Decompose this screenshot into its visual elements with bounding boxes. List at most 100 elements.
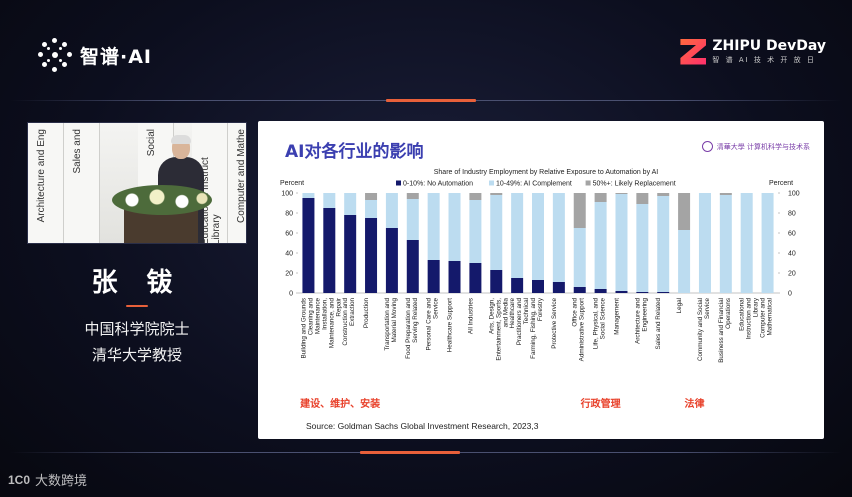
- x-tick-label: Extraction: [349, 298, 356, 326]
- bar-segment: [615, 291, 628, 293]
- bar-segment: [615, 193, 628, 194]
- slide-title: AI对各行业的影响: [285, 142, 424, 162]
- bar-segment: [448, 193, 461, 261]
- backdrop-text: Computer and Mathe: [236, 129, 247, 223]
- presentation-slide: Share of Industry Employment by Relative…: [258, 121, 824, 439]
- bar-segment: [636, 292, 649, 293]
- x-tick-label: Forestry: [537, 297, 544, 321]
- bar-segment: [490, 195, 503, 270]
- x-tick-label: Life, Physical, and: [593, 298, 600, 350]
- bar-segment: [678, 193, 691, 230]
- category-annotation: 建设、维护、安装: [299, 397, 380, 410]
- bar-segment: [427, 193, 440, 260]
- bar-segment: [719, 195, 732, 293]
- devday-title: ZHIPU DevDay: [712, 38, 826, 54]
- legend-swatch: [585, 180, 591, 186]
- bar-segment: [448, 261, 461, 293]
- x-tick-label: Technical: [523, 298, 530, 324]
- bar-segment: [532, 193, 544, 280]
- x-tick-label: Personal Care and: [426, 298, 433, 351]
- speaker-name: 张 钹: [91, 268, 183, 298]
- bar-segment: [511, 193, 524, 278]
- y-axis-label-right: Percent: [769, 180, 793, 187]
- x-tick-label: Office and: [572, 298, 579, 327]
- top-accent: [386, 99, 476, 102]
- legend-label: 10-49%: AI Complement: [496, 181, 572, 188]
- x-tick-label: Operations: [725, 298, 732, 329]
- bar-segment: [385, 193, 398, 228]
- stacked-bar-chart: Share of Industry Employment by Relative…: [280, 169, 800, 410]
- bar-segment: [552, 193, 565, 282]
- x-tick-label: Service: [704, 298, 711, 319]
- bar-segment: [469, 193, 482, 200]
- category-annotation: 行政管理: [580, 397, 621, 410]
- devday-logo: ZHIPU DevDay 智 谱 AI 技 术 开 放 日: [680, 38, 826, 65]
- y-tick-label-right: 40: [788, 251, 796, 258]
- y-tick-label-right: 60: [788, 231, 796, 238]
- x-tick-label: Educational: [739, 298, 746, 331]
- devday-subtitle: 智 谱 AI 技 术 开 放 日: [712, 56, 816, 64]
- x-tick-label: Healthcare Support: [447, 298, 454, 353]
- chart-title: Share of Industry Employment by Relative…: [434, 169, 659, 176]
- bar-segment: [636, 204, 649, 292]
- x-tick-label: Protective Service: [551, 298, 558, 349]
- bar-segment: [698, 193, 711, 293]
- x-tick-label: Management: [613, 298, 620, 335]
- bar-segment: [365, 193, 378, 200]
- bar-segment: [657, 193, 670, 196]
- x-tick-label: All Industries: [467, 298, 474, 334]
- bar-segment: [552, 282, 565, 293]
- y-tick-label-left: 60: [285, 231, 293, 238]
- bar-segment: [532, 280, 544, 293]
- x-tick-label: Serving Related: [412, 298, 419, 343]
- speaker-photo: Architecture and Eng Sales and Social Ed…: [27, 122, 247, 244]
- x-tick-label: Library: [753, 297, 760, 317]
- y-tick-label-right: 0: [788, 291, 792, 298]
- bar-segment: [344, 215, 357, 293]
- x-tick-label: Sales and Related: [655, 298, 662, 350]
- x-tick-label: Service: [433, 298, 440, 319]
- x-tick-label: Engineering: [641, 298, 648, 332]
- bar-segment: [740, 193, 753, 293]
- bar-segment: [594, 289, 607, 293]
- dots-logo-icon: [38, 38, 72, 72]
- x-tick-label: Community and Social: [697, 298, 704, 361]
- bar-segment: [469, 263, 482, 293]
- tsinghua-logo-text: 清華大學 计算机科学与技术系: [716, 142, 810, 151]
- bar-segment: [678, 230, 691, 293]
- bar-segment: [302, 193, 315, 198]
- x-tick-label: Food Preparation and: [405, 298, 412, 359]
- bar-segment: [573, 287, 586, 293]
- x-tick-label: Mathematical: [767, 298, 774, 335]
- x-tick-label: Practitioners and: [516, 298, 523, 346]
- source-note: Source: Goldman Sachs Global Investment …: [306, 421, 539, 431]
- backdrop-text: Architecture and Eng: [36, 129, 47, 223]
- tsinghua-logo: 清華大學 计算机科学与技术系: [701, 141, 810, 152]
- x-tick-label: Farming, Fishing, and: [530, 298, 537, 359]
- x-tick-label: Maintenance: [314, 298, 321, 335]
- bar-segment: [594, 193, 607, 202]
- flower-arrangement: [112, 185, 212, 215]
- x-tick-label: Maintenance, and: [328, 298, 335, 349]
- y-tick-label-right: 20: [788, 271, 796, 278]
- y-tick-label-left: 100: [281, 191, 293, 198]
- bar-segment: [490, 270, 503, 293]
- brand-name: 智谱·AI: [80, 45, 152, 68]
- x-tick-label: Building and Grounds: [300, 298, 307, 359]
- bar-segment: [469, 200, 482, 263]
- x-tick-label: Installation,: [321, 298, 328, 330]
- speaker-title-1: 中国科学院院士: [84, 320, 190, 338]
- x-tick-label: Transportation and: [384, 298, 391, 351]
- backdrop-text: Sales and: [72, 129, 83, 174]
- bar-segment: [615, 194, 628, 291]
- y-tick-label-left: 40: [285, 251, 293, 258]
- x-tick-label: Repair: [335, 298, 342, 317]
- speaker-title-2: 清华大学教授: [91, 346, 182, 364]
- bar-segment: [719, 193, 732, 195]
- x-tick-label: Architecture and: [634, 298, 641, 344]
- y-tick-label-left: 80: [285, 211, 293, 218]
- x-tick-label: Material Moving: [391, 298, 398, 343]
- bar-segment: [594, 202, 607, 289]
- x-tick-label: Entertainment, Sports,: [495, 298, 502, 361]
- x-tick-label: Arts, Design,: [488, 298, 495, 334]
